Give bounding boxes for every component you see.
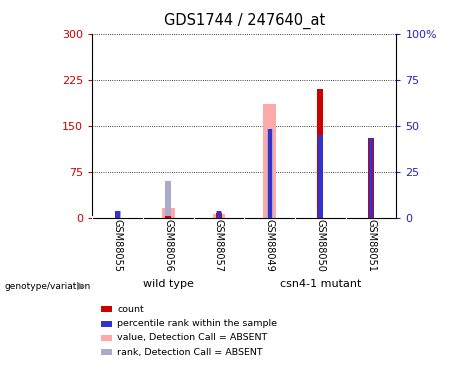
Bar (318, 135, 323, 218)
Bar (115, 211, 120, 217)
Text: value, Detection Call = ABSENT: value, Detection Call = ABSENT (117, 333, 267, 342)
Text: percentile rank within the sample: percentile rank within the sample (117, 319, 277, 328)
Text: GSM88050: GSM88050 (315, 219, 325, 272)
Bar (165, 216, 171, 217)
Text: GSM88056: GSM88056 (163, 219, 173, 272)
Bar (368, 138, 374, 218)
Bar (266, 129, 273, 217)
Bar (216, 211, 222, 217)
Bar (369, 138, 373, 218)
Bar (267, 129, 272, 217)
Bar (317, 89, 324, 218)
Bar (263, 104, 276, 218)
Text: GSM88051: GSM88051 (366, 219, 376, 272)
Text: ▶: ▶ (77, 281, 85, 291)
Text: GSM88055: GSM88055 (112, 219, 123, 272)
Text: count: count (117, 305, 144, 314)
Bar (216, 213, 222, 217)
Bar (162, 209, 175, 218)
Text: rank, Detection Call = ABSENT: rank, Detection Call = ABSENT (117, 348, 263, 357)
Text: wild type: wild type (143, 279, 194, 289)
Text: GDS1744 / 247640_at: GDS1744 / 247640_at (164, 13, 325, 29)
Text: genotype/variation: genotype/variation (5, 282, 91, 291)
Bar (114, 211, 121, 217)
Text: GSM88057: GSM88057 (214, 219, 224, 272)
Text: csn4-1 mutant: csn4-1 mutant (280, 279, 361, 289)
Text: GSM88049: GSM88049 (265, 219, 275, 271)
Bar (165, 181, 171, 218)
Bar (213, 214, 225, 217)
Bar (217, 211, 221, 217)
